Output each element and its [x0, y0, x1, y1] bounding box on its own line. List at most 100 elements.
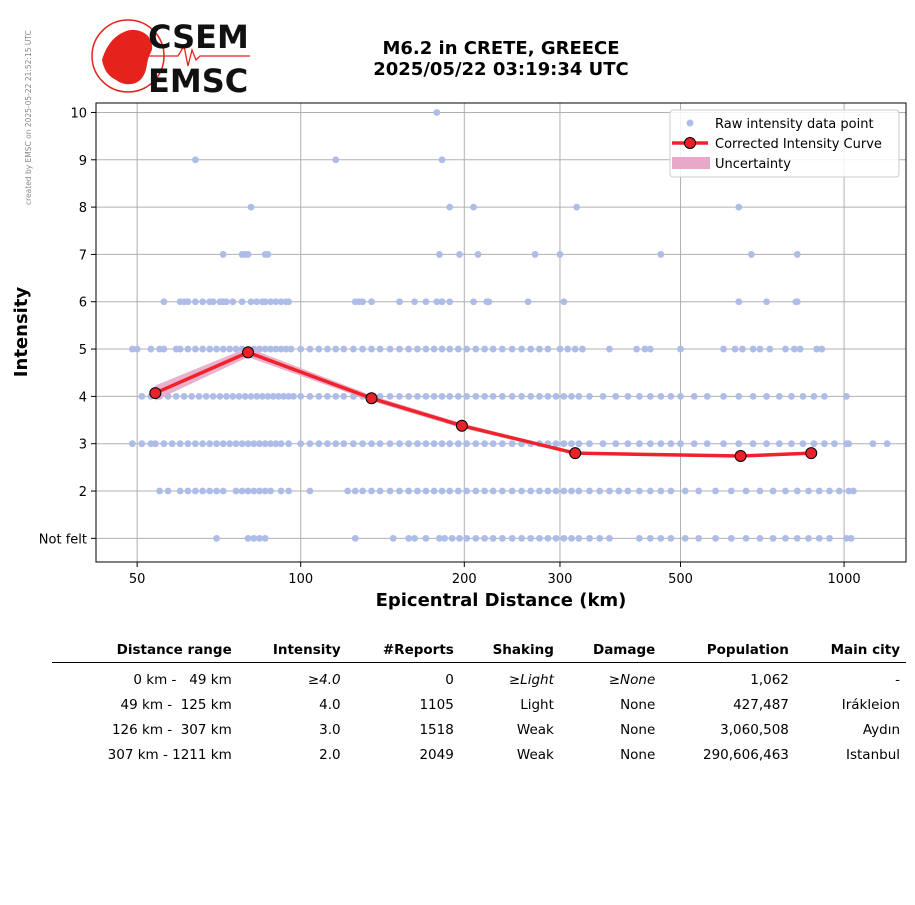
raw-data-point — [285, 392, 293, 400]
raw-data-point — [489, 487, 497, 495]
raw-data-point — [845, 440, 853, 448]
cell-intensity: 4.0 — [319, 696, 341, 713]
raw-data-point — [436, 534, 443, 542]
raw-data-point — [267, 487, 274, 495]
raw-data-point — [396, 345, 403, 353]
raw-data-point — [199, 487, 207, 495]
raw-data-point — [560, 440, 568, 448]
event-name: M6.2 in CRETE, GREECE — [382, 38, 620, 59]
raw-data-point — [735, 298, 743, 306]
raw-data-point — [790, 345, 798, 353]
raw-data-point — [560, 298, 568, 306]
raw-data-point — [646, 534, 654, 542]
raw-data-point — [485, 298, 493, 306]
raw-data-point — [883, 440, 891, 448]
raw-data-point — [282, 345, 290, 353]
raw-data-point — [612, 392, 620, 400]
raw-points-layer — [128, 109, 891, 542]
raw-data-point — [261, 487, 269, 495]
raw-data-point — [826, 487, 833, 495]
raw-data-point — [405, 345, 413, 353]
raw-data-point — [556, 251, 564, 258]
raw-data-point — [438, 156, 446, 164]
raw-data-point — [414, 345, 421, 353]
raw-data-point — [285, 298, 293, 306]
table-header-row: Distance range Intensity #Reports Shakin… — [52, 642, 906, 663]
raw-data-point — [219, 251, 227, 258]
raw-data-point — [411, 298, 418, 306]
legend-raw-marker — [686, 119, 694, 127]
legend-box — [669, 109, 900, 178]
raw-data-point — [306, 487, 314, 495]
raw-data-point — [160, 440, 168, 448]
raw-data-point — [575, 534, 583, 542]
raw-data-point — [359, 298, 367, 306]
raw-data-point — [247, 203, 255, 211]
raw-data-point — [430, 392, 438, 400]
raw-data-point — [667, 392, 675, 400]
raw-data-point — [438, 392, 446, 400]
raw-data-point — [635, 534, 643, 542]
raw-data-point — [826, 534, 833, 542]
header-reports: #Reports — [382, 642, 454, 658]
raw-data-point — [297, 345, 305, 353]
raw-data-point — [340, 392, 348, 400]
raw-data-point — [411, 534, 418, 542]
y-tick-label: 7 — [79, 248, 87, 263]
logo-text-csem: CSEM — [148, 18, 249, 56]
raw-data-point — [264, 392, 272, 400]
intensity-curve-point — [734, 450, 747, 463]
raw-data-point — [527, 345, 535, 353]
raw-data-point — [463, 392, 471, 400]
raw-data-point — [749, 345, 757, 353]
cell-population: 1,062 — [750, 671, 789, 688]
raw-data-point — [624, 392, 632, 400]
raw-data-point — [184, 487, 192, 495]
raw-data-point — [191, 487, 199, 495]
raw-data-point — [332, 156, 340, 164]
y-tick-label: 3 — [79, 438, 87, 453]
raw-data-point — [481, 534, 489, 542]
raw-data-point — [782, 534, 789, 542]
raw-data-point — [552, 392, 560, 400]
raw-data-point — [766, 345, 774, 353]
cell-reports: 0 — [445, 671, 454, 688]
raw-data-point — [815, 487, 823, 495]
raw-data-point — [223, 392, 230, 400]
raw-data-point — [244, 440, 252, 448]
raw-data-point — [456, 251, 463, 258]
raw-data-point — [238, 487, 246, 495]
raw-data-point — [414, 440, 421, 448]
raw-data-point — [635, 392, 643, 400]
cell-shaking: Light — [520, 696, 554, 713]
raw-data-point — [735, 392, 743, 400]
raw-data-point — [261, 440, 269, 448]
raw-data-point — [463, 534, 471, 542]
raw-data-point — [269, 392, 277, 400]
raw-data-point — [635, 440, 643, 448]
cell-population: 427,487 — [733, 696, 789, 713]
raw-data-point — [422, 345, 430, 353]
raw-data-point — [463, 440, 471, 448]
raw-data-point — [747, 251, 755, 258]
raw-data-point — [422, 487, 430, 495]
cell-distance-range: 49 km - 125 km — [120, 696, 232, 713]
raw-data-point — [229, 392, 237, 400]
raw-data-point — [508, 487, 516, 495]
raw-data-point — [396, 487, 403, 495]
raw-data-point — [226, 440, 234, 448]
raw-data-point — [805, 534, 812, 542]
cell-reports: 2049 — [419, 746, 454, 763]
raw-data-point — [690, 392, 698, 400]
raw-data-point — [188, 392, 196, 400]
raw-data-point — [720, 392, 727, 400]
raw-data-point — [727, 487, 735, 495]
raw-data-point — [815, 534, 823, 542]
raw-data-point — [560, 487, 568, 495]
raw-data-point — [498, 534, 506, 542]
raw-data-point — [232, 487, 240, 495]
raw-data-point — [229, 298, 237, 306]
raw-data-point — [793, 298, 801, 306]
raw-data-point — [405, 534, 413, 542]
y-tick-label: 4 — [79, 390, 87, 405]
